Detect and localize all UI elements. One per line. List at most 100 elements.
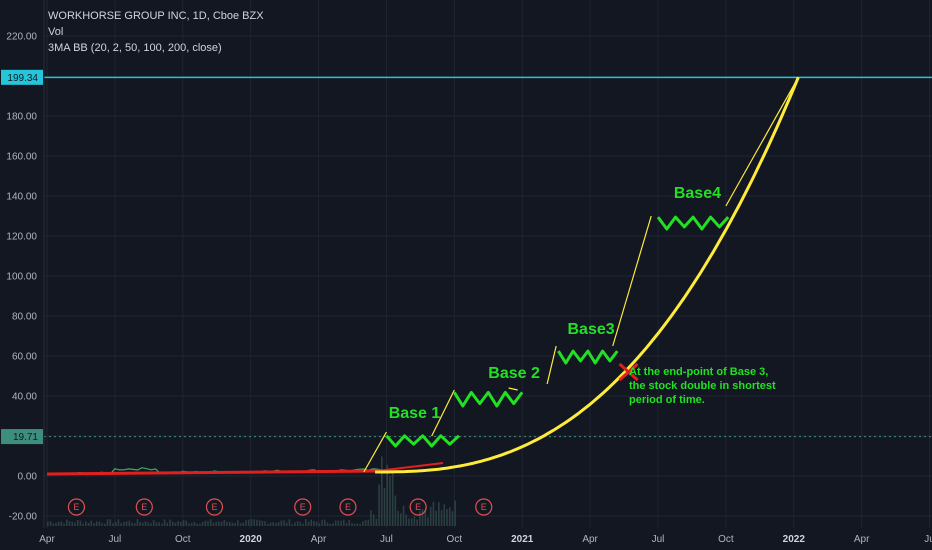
base-1-zigzag (385, 434, 460, 448)
volume-bar (291, 523, 294, 526)
yellow-leg-line (546, 345, 557, 385)
y-tick-label: 60.00 (12, 352, 37, 363)
volume-bar (283, 520, 285, 526)
volume-bar (112, 523, 114, 526)
earnings-marker (475, 498, 493, 516)
base-4-zigzag (656, 215, 730, 231)
volume-bar (329, 523, 332, 526)
volume-bar (150, 523, 152, 526)
y-tick-label: 40.00 (12, 392, 37, 403)
yellow-leg-line (725, 77, 799, 207)
y-tick-label: 80.00 (12, 312, 37, 323)
volume-bar (109, 519, 112, 526)
volume-bar (427, 517, 429, 526)
volume-bar (158, 522, 160, 526)
x-axis-background (0, 528, 932, 550)
volume-bar (269, 522, 272, 526)
x-tick-label: 2021 (511, 534, 534, 545)
volume-bar (76, 520, 79, 526)
volume-bar (288, 519, 291, 526)
volume-bar (318, 523, 321, 526)
volume-bar (125, 521, 128, 526)
annotation-note-line: period of time. (629, 394, 705, 406)
volume-bar (375, 518, 378, 526)
y-tick-label: 120.00 (6, 232, 37, 243)
volume-bar (448, 507, 451, 526)
x-tick-label: Oct (447, 534, 463, 545)
x-tick-label: Oct (718, 534, 734, 545)
volume-bar (201, 521, 204, 526)
annotation-note-line: At the end-point of Base 3, (629, 366, 768, 378)
volume-bar (47, 521, 49, 526)
red-trend-line (46, 469, 387, 476)
volume-bar (364, 519, 367, 526)
volume-bar (313, 521, 315, 526)
volume-bar (443, 504, 446, 526)
volume-indicator-label[interactable]: Vol (48, 26, 64, 38)
price-tag-label: 19.71 (13, 432, 38, 443)
base-2-zigzag (453, 390, 524, 408)
volume-bar (209, 519, 212, 526)
volume-bar (370, 510, 372, 526)
volume-bar (372, 514, 375, 526)
volume-bar (424, 509, 427, 526)
yellow-leg-line (508, 387, 518, 391)
volume-bar (114, 521, 117, 526)
volume-bar (220, 521, 223, 526)
volume-bar (383, 487, 386, 526)
volume-bar (272, 522, 274, 526)
symbol-title[interactable]: WORKHORSE GROUP INC, 1D, Cboe BZX (48, 10, 264, 22)
x-tick-label: Apr (854, 534, 870, 545)
volume-bar (294, 522, 296, 526)
x-tick-label: Jul (652, 534, 665, 545)
volume-bar (245, 520, 247, 526)
volume-bar (136, 519, 139, 526)
volume-bar (326, 522, 329, 526)
y-tick-label: 140.00 (6, 192, 37, 203)
earnings-marker (339, 498, 357, 516)
volume-bar (123, 521, 125, 526)
volume-bar (304, 519, 307, 526)
volume-bar (410, 518, 413, 526)
earnings-marker (294, 498, 312, 516)
yellow-leg-line (431, 389, 455, 437)
x-tick-label: Oct (175, 534, 191, 545)
volume-bar (275, 522, 277, 526)
volume-bar (421, 509, 424, 526)
volume-bar (87, 522, 90, 526)
volume-bar (95, 521, 98, 526)
volume-bar (223, 519, 226, 526)
volume-bar (280, 520, 283, 526)
x-tick-label: 2022 (783, 534, 806, 545)
volume-bar (451, 511, 454, 526)
earnings-marker-label: E (345, 502, 351, 512)
y-tick-label: 100.00 (6, 272, 37, 283)
earnings-marker-label: E (481, 502, 487, 512)
volume-bar (234, 522, 236, 526)
bollinger-indicator-label[interactable]: 3MA BB (20, 2, 50, 100, 200, close) (48, 42, 222, 54)
x-tick-label: Ju (924, 534, 932, 545)
volume-bar (440, 510, 443, 526)
volume-bar (378, 484, 380, 526)
x-tick-label: Jul (380, 534, 393, 545)
volume-bar (264, 521, 266, 526)
base4-label: Base4 (674, 185, 721, 202)
base2-label: Base 2 (488, 365, 540, 382)
volume-bar (353, 523, 356, 526)
volume-bar (177, 520, 179, 526)
x-tick-label: Apr (39, 534, 55, 545)
volume-bar (188, 523, 190, 526)
x-axis: Apr Jul Oct 2020 Apr Jul Oct 2021 Apr Jul Oct 2022 A… (0, 528, 932, 550)
y-tick-label: 180.00 (6, 112, 37, 123)
volume-bar (261, 520, 264, 526)
earnings-marker (409, 498, 427, 516)
volume-bar (315, 521, 318, 526)
volume-bar (446, 509, 448, 526)
volume-bar (212, 522, 215, 526)
volume-bar (419, 511, 421, 526)
parabolic-curve (375, 76, 800, 474)
volume-bar (66, 519, 68, 526)
volume-bar (49, 521, 52, 526)
y-tick-label: 160.00 (6, 152, 37, 163)
